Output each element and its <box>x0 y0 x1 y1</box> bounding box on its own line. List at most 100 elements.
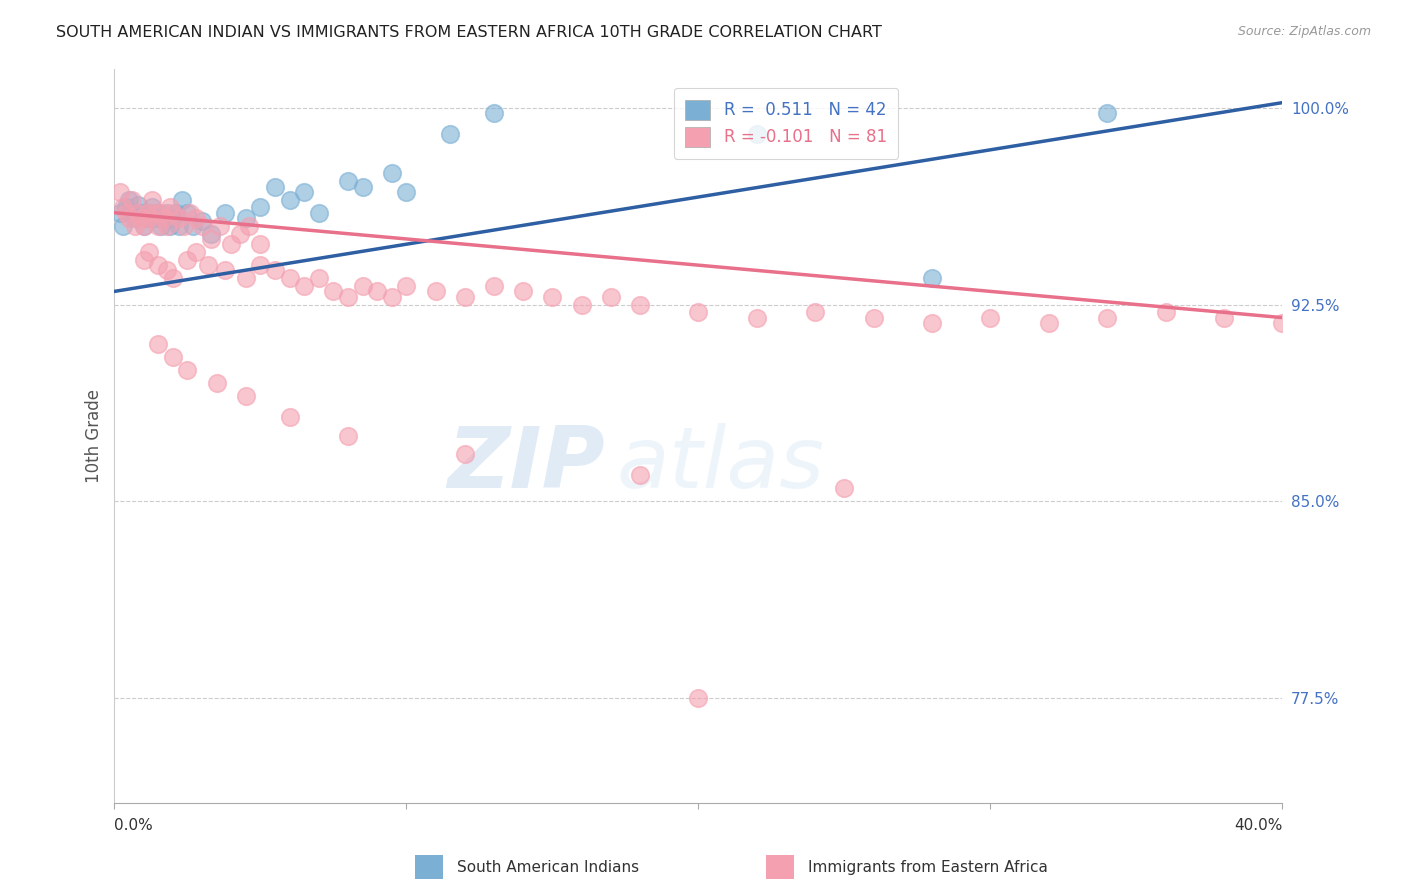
Point <box>745 127 768 141</box>
Point <box>148 258 170 272</box>
Point <box>129 205 152 219</box>
Point <box>148 336 170 351</box>
Point <box>512 285 534 299</box>
Point <box>170 193 193 207</box>
Text: ZIP: ZIP <box>447 424 605 507</box>
Point <box>186 245 208 260</box>
Point <box>118 211 141 225</box>
Point <box>249 237 271 252</box>
Point <box>238 219 260 233</box>
Point <box>454 290 477 304</box>
Point <box>454 447 477 461</box>
Point <box>381 290 404 304</box>
Point <box>150 205 173 219</box>
Point <box>115 201 138 215</box>
Point <box>214 205 236 219</box>
Point <box>205 376 228 391</box>
Point <box>162 211 184 225</box>
Legend: R =  0.511   N = 42, R = -0.101   N = 81: R = 0.511 N = 42, R = -0.101 N = 81 <box>673 88 898 159</box>
Point <box>153 211 176 225</box>
Point <box>921 271 943 285</box>
Point <box>138 211 160 225</box>
Point <box>167 219 190 233</box>
Point <box>1213 310 1236 325</box>
Text: South American Indians: South American Indians <box>457 860 640 874</box>
Point <box>156 219 179 233</box>
Point <box>322 285 344 299</box>
Point <box>264 179 287 194</box>
Point <box>138 205 160 219</box>
Point <box>1271 316 1294 330</box>
Point <box>352 279 374 293</box>
Point <box>200 232 222 246</box>
Point <box>135 211 157 225</box>
Point <box>162 350 184 364</box>
Point <box>141 193 163 207</box>
Point <box>278 193 301 207</box>
Point <box>571 297 593 311</box>
Text: Immigrants from Eastern Africa: Immigrants from Eastern Africa <box>808 860 1049 874</box>
Point <box>135 205 157 219</box>
Point <box>148 219 170 233</box>
Point <box>1097 106 1119 120</box>
Point <box>173 219 195 233</box>
Point <box>395 279 418 293</box>
Text: Source: ZipAtlas.com: Source: ZipAtlas.com <box>1237 25 1371 38</box>
Point <box>110 205 132 219</box>
Point <box>628 297 651 311</box>
Y-axis label: 10th Grade: 10th Grade <box>86 389 103 483</box>
Point <box>235 389 257 403</box>
Point <box>121 205 143 219</box>
Point <box>249 258 271 272</box>
Point <box>804 305 827 319</box>
Point <box>979 310 1001 325</box>
Point <box>110 185 132 199</box>
Point <box>292 185 315 199</box>
Point <box>150 219 173 233</box>
Text: 0.0%: 0.0% <box>114 819 153 833</box>
Point <box>366 285 388 299</box>
Point <box>124 211 146 225</box>
Point <box>143 211 166 225</box>
Point <box>191 219 214 233</box>
Point <box>425 285 447 299</box>
Point <box>143 205 166 219</box>
Point <box>181 219 204 233</box>
Point <box>235 211 257 225</box>
Point <box>197 258 219 272</box>
Text: SOUTH AMERICAN INDIAN VS IMMIGRANTS FROM EASTERN AFRICA 10TH GRADE CORRELATION C: SOUTH AMERICAN INDIAN VS IMMIGRANTS FROM… <box>56 25 882 40</box>
Point <box>132 219 155 233</box>
Point <box>162 205 184 219</box>
Point <box>148 205 170 219</box>
Point <box>153 211 176 225</box>
Point <box>482 279 505 293</box>
Point <box>834 481 856 495</box>
Point <box>112 201 135 215</box>
Point <box>219 237 242 252</box>
Point <box>337 428 360 442</box>
Point <box>167 211 190 225</box>
Point <box>162 271 184 285</box>
Point <box>292 279 315 293</box>
Point <box>352 179 374 194</box>
Point <box>862 310 884 325</box>
Point <box>127 205 149 219</box>
Point <box>308 271 330 285</box>
Point <box>156 263 179 277</box>
Point <box>278 271 301 285</box>
Point <box>112 219 135 233</box>
Point <box>132 219 155 233</box>
Point <box>129 211 152 225</box>
Point <box>308 205 330 219</box>
Point <box>688 305 710 319</box>
Point <box>124 219 146 233</box>
Point <box>176 205 198 219</box>
Point <box>156 205 179 219</box>
Text: 40.0%: 40.0% <box>1234 819 1282 833</box>
Point <box>337 290 360 304</box>
Point <box>1038 316 1060 330</box>
Point <box>138 245 160 260</box>
Point <box>278 410 301 425</box>
Point <box>127 198 149 212</box>
Point <box>628 467 651 482</box>
